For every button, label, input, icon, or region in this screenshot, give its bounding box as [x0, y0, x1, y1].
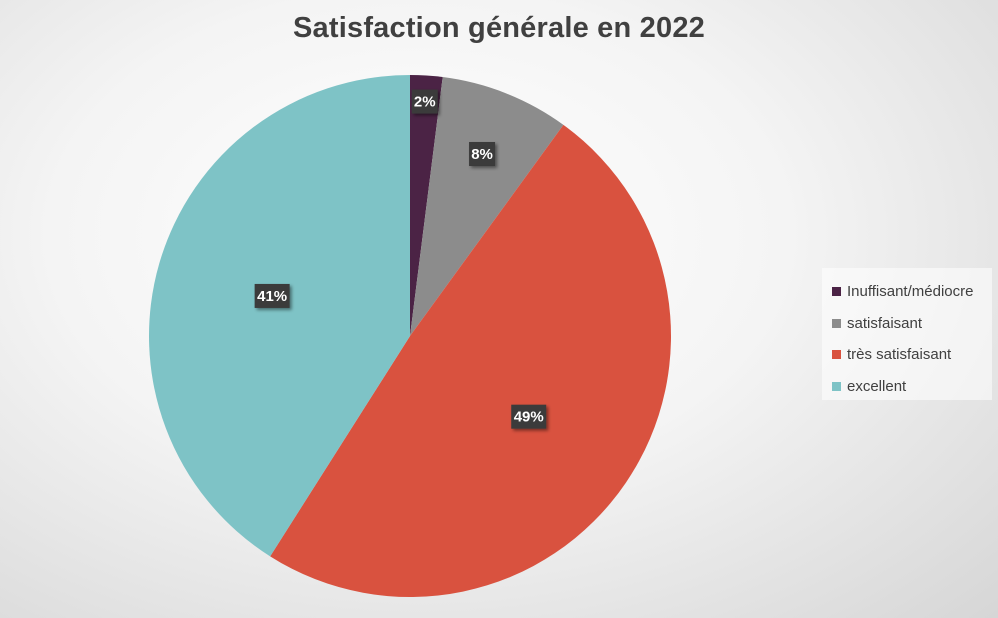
data-label-box	[469, 141, 496, 166]
legend-label: satisfaisant	[847, 314, 923, 332]
legend-label: très satisfaisant	[847, 346, 952, 364]
pie-slice	[149, 75, 410, 557]
data-label-text: 49%	[514, 409, 544, 426]
data-label-text: 2%	[414, 94, 436, 111]
legend-swatch	[832, 381, 841, 391]
data-label-box	[254, 283, 290, 308]
data-label-box	[411, 89, 438, 114]
data-label: 49%	[511, 404, 547, 429]
legend-item: très satisfaisant	[832, 339, 992, 371]
pie-slice	[270, 124, 671, 597]
legend-item: excellent	[832, 371, 992, 403]
legend-label: excellent	[847, 377, 907, 395]
data-label: 8%	[469, 141, 496, 166]
legend-label: Inuffisant/médiocre	[847, 283, 974, 301]
pie-slice	[410, 77, 564, 337]
legend-item: satisfaisant	[832, 308, 992, 340]
legend: Inuffisant/médiocre satisfaisant très sa…	[822, 268, 992, 400]
data-label: 41%	[254, 283, 290, 308]
pie-slice	[410, 75, 443, 336]
data-label-text: 8%	[471, 146, 493, 163]
data-label-text: 41%	[257, 288, 287, 305]
legend-swatch	[832, 350, 841, 360]
legend-item: Inuffisant/médiocre	[832, 276, 992, 308]
data-label-box	[511, 404, 547, 429]
legend-swatch	[832, 318, 841, 328]
data-label: 2%	[411, 89, 438, 114]
legend-swatch	[832, 287, 841, 297]
chart-title: Satisfaction générale en 2022	[293, 12, 705, 44]
